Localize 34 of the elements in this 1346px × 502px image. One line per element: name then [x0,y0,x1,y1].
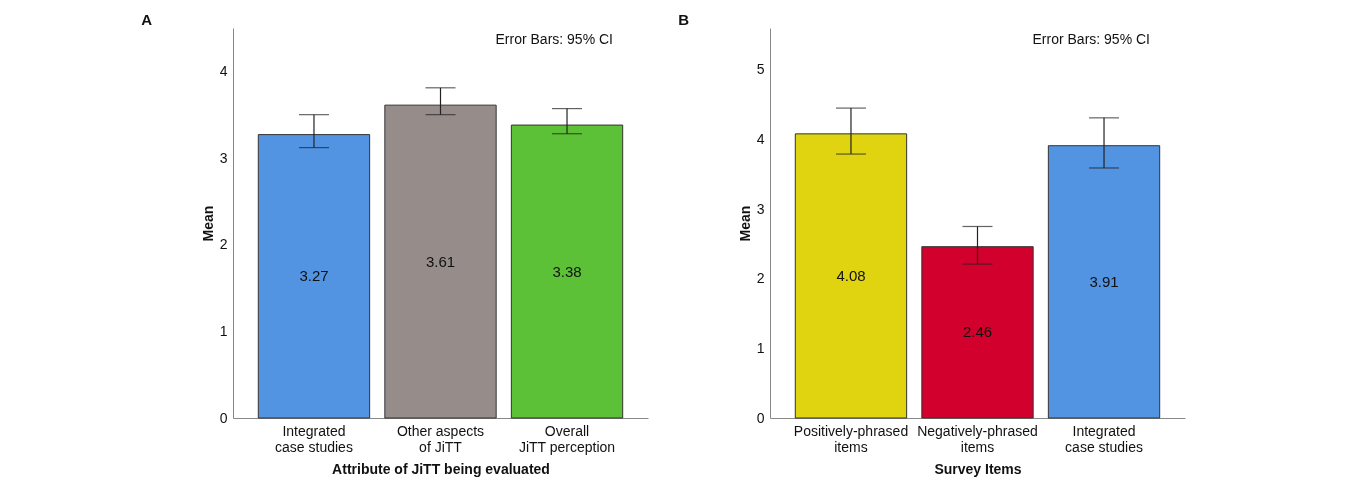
data-label: 3.38 [552,262,582,280]
y-tick-label: 3 [756,200,765,217]
x-tick-label: Other aspects of JiTT [396,422,485,455]
x-axis-title: Survey Items [934,460,1022,477]
data-label: 3.61 [425,252,456,270]
annotation: Error Bars: 95% CI [1032,31,1150,47]
bar [794,133,908,419]
x-tick-label: Negatively-phrased items [917,422,1038,455]
x-tick-label: Positively-phrased items [793,422,909,455]
y-tick-label: 4 [219,62,228,79]
y-tick-label: 1 [219,322,228,339]
data-label: 3.91 [1089,272,1119,290]
y-axis-title: Mean [736,205,753,242]
data-label: 2.46 [962,323,993,341]
x-tick-label: Integrated case studies [1065,422,1143,455]
x-tick-label: Overall JiTT perception [518,422,616,455]
data-label: 3.27 [299,267,329,285]
data-label: 4.08 [836,266,866,284]
y-tick-label: 3 [219,149,228,166]
y-tick-label: 4 [756,130,765,147]
chart-title: A [141,11,153,28]
bar [1047,145,1161,419]
y-tick-label: 5 [756,61,765,78]
bar [921,246,1034,419]
annotation: Error Bars: 95% CI [495,31,613,47]
y-tick-label: 0 [756,409,765,426]
x-axis-title: Attribute of JiTT being evaluated [332,460,550,477]
y-axis-title: Mean [199,205,216,242]
y-tick-label: 0 [219,409,228,426]
y-tick-label: 2 [219,236,228,253]
y-tick-label: 2 [756,270,765,287]
x-tick-label: Integrated case studies [275,422,353,455]
chart-title: B [678,11,690,28]
y-tick-label: 1 [756,339,765,356]
